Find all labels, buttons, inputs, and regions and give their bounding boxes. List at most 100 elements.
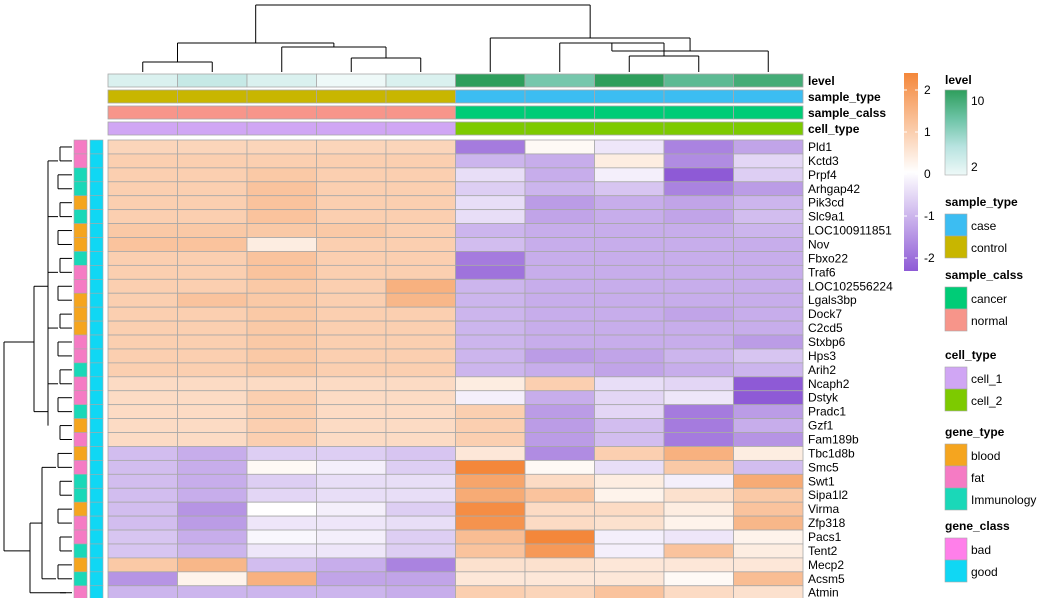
column-annotation-cell <box>246 121 317 136</box>
heatmap-cell <box>455 306 526 322</box>
heatmap-cell <box>177 348 248 364</box>
heatmap-cell <box>733 167 804 183</box>
heatmap-cell <box>107 529 178 545</box>
heatmap-cell <box>385 292 456 308</box>
heatmap-cell <box>594 487 665 503</box>
row-label: C2cd5 <box>808 321 843 335</box>
heatmap-cell <box>316 320 387 336</box>
heatmap-cell <box>177 376 248 392</box>
gene-class-cell <box>89 334 104 350</box>
gene-type-cell <box>73 139 88 155</box>
heatmap-cell <box>524 320 595 336</box>
heatmap-cell <box>107 418 178 433</box>
gene-class-cell <box>89 209 104 224</box>
column-annotation-label: sample_type <box>808 90 881 104</box>
heatmap-cell <box>246 278 317 294</box>
heatmap-cell <box>385 571 456 587</box>
heatmap-cell <box>594 418 665 433</box>
heatmap-cell <box>594 237 665 252</box>
gene-class-cell <box>89 181 104 197</box>
row-label: Fbxo22 <box>808 251 848 265</box>
row-label: Lgals3bp <box>808 293 857 307</box>
heatmap-cell <box>316 209 387 224</box>
gene-type-cell <box>73 167 88 183</box>
row-label: Ncaph2 <box>808 377 850 391</box>
legend-swatch <box>944 465 968 489</box>
column-annotation-cell <box>107 105 178 120</box>
heatmap-cell <box>316 306 387 322</box>
heatmap-cell <box>246 362 317 378</box>
heatmap-cell <box>594 515 665 531</box>
colorbar-tick-label: 1 <box>924 125 931 139</box>
column-annotation-cell <box>733 73 804 88</box>
heatmap-cell <box>246 418 317 433</box>
heatmap-cell <box>733 515 804 531</box>
column-annotation-label: cell_type <box>808 122 860 136</box>
heatmap-cell <box>246 571 317 587</box>
heatmap-cell <box>107 543 178 559</box>
heatmap-cell <box>385 418 456 433</box>
row-label: Pik3cd <box>808 196 844 210</box>
heatmap-cell <box>663 153 734 169</box>
row-label: Smc5 <box>808 460 839 474</box>
heatmap-cell <box>246 167 317 183</box>
heatmap-cell <box>177 432 248 447</box>
heatmap-cell <box>316 459 387 475</box>
row-label: Atmin <box>808 586 839 598</box>
heatmap-cell <box>455 348 526 364</box>
legend-label: cell_2 <box>971 394 1003 408</box>
column-annotation-cell <box>524 73 595 88</box>
heatmap-cell <box>455 278 526 294</box>
heatmap-cell <box>385 278 456 294</box>
heatmap-cell <box>316 543 387 559</box>
heatmap-cell <box>177 459 248 475</box>
heatmap-cell <box>107 264 178 280</box>
heatmap-cell <box>663 557 734 573</box>
heatmap-cell <box>594 292 665 308</box>
heatmap-cell <box>733 487 804 503</box>
heatmap-cell <box>524 418 595 433</box>
heatmap-cell <box>524 139 595 155</box>
heatmap-cell <box>385 320 456 336</box>
heatmap-cell <box>385 446 456 461</box>
gene-type-cell <box>73 432 88 447</box>
heatmap-cell <box>107 153 178 169</box>
heatmap-cell <box>385 459 456 475</box>
heatmap-cell <box>733 320 804 336</box>
heatmap-cell <box>107 306 178 322</box>
heatmap-cell <box>733 404 804 420</box>
heatmap-cell <box>663 515 734 531</box>
heatmap-cell <box>733 237 804 252</box>
legend-label: Immunology <box>971 493 1036 507</box>
heatmap-cell <box>455 543 526 559</box>
heatmap-cell <box>594 543 665 559</box>
legend-title: gene_class <box>945 519 1010 533</box>
gene-class-cell <box>89 432 104 447</box>
row-label: Slc9a1 <box>808 210 845 224</box>
heatmap-cell <box>385 390 456 406</box>
gene-class-cell <box>89 167 104 183</box>
heatmap-cell <box>107 223 178 238</box>
column-annotation-cell <box>316 89 387 104</box>
heatmap-cell <box>385 153 456 169</box>
heatmap-cell <box>663 306 734 322</box>
heatmap-cell <box>177 529 248 545</box>
heatmap-cell <box>524 487 595 503</box>
heatmap-cell <box>385 473 456 489</box>
heatmap-cell <box>107 320 178 336</box>
heatmap-cell <box>177 195 248 211</box>
heatmap-cell <box>385 334 456 350</box>
column-annotation-cell <box>246 105 317 120</box>
heatmap-cell <box>594 167 665 183</box>
heatmap-cell <box>663 571 734 587</box>
row-label: Dock7 <box>808 307 842 321</box>
gene-type-cell <box>73 278 88 294</box>
gene-class-cell <box>89 529 104 545</box>
gene-type-cell <box>73 320 88 336</box>
heatmap-cell <box>455 181 526 197</box>
heatmap-cell <box>733 571 804 587</box>
gene-type-cell <box>73 376 88 392</box>
heatmap-cell <box>733 153 804 169</box>
heatmap-cell <box>246 292 317 308</box>
heatmap-cell <box>385 432 456 447</box>
